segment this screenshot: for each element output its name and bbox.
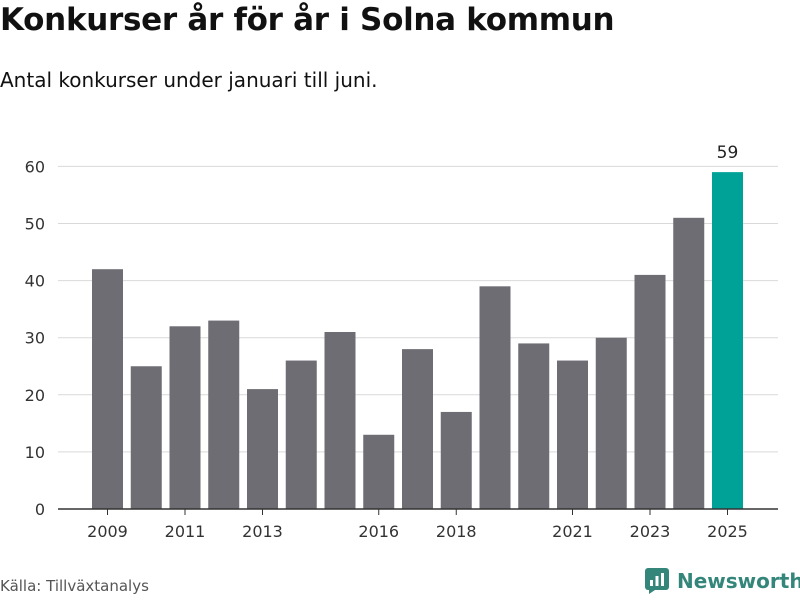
- bar-2010: [130, 366, 162, 509]
- x-tick-label: 2011: [165, 522, 206, 541]
- bar-2018: [440, 411, 472, 509]
- bar-2011: [169, 326, 201, 509]
- brand-name: Newsworthy: [677, 569, 800, 593]
- y-tick-label: 30: [25, 329, 45, 348]
- chart-subtitle: Antal konkurser under januari till juni.: [0, 68, 378, 92]
- bar-2012: [208, 320, 240, 509]
- x-tick-label: 2021: [552, 522, 593, 541]
- bar-2015: [324, 332, 356, 509]
- y-tick-label: 10: [25, 443, 45, 462]
- bar-2024: [673, 217, 705, 509]
- chart-title: Konkurser år för år i Solna kommun: [0, 2, 615, 38]
- bar-2022: [595, 337, 627, 509]
- bar-2009: [92, 269, 123, 509]
- brand-logo: Newsworthy: [645, 568, 800, 594]
- y-tick-label: 40: [25, 272, 45, 291]
- bar-2025: [712, 172, 743, 509]
- x-tick-label: 2025: [707, 522, 748, 541]
- y-tick-label: 20: [25, 386, 45, 405]
- y-tick-label: 50: [25, 215, 45, 234]
- x-tick-label: 2009: [87, 522, 128, 541]
- x-tick-label: 2018: [436, 522, 477, 541]
- bar-2017: [402, 349, 433, 509]
- x-tick-label: 2013: [242, 522, 283, 541]
- bar-2019: [479, 286, 511, 509]
- y-tick-label: 60: [25, 157, 45, 176]
- bar-2014: [285, 360, 317, 509]
- bar-2016: [363, 434, 395, 509]
- x-tick-label: 2023: [630, 522, 671, 541]
- bar-2020: [518, 343, 550, 509]
- bar-chart-logo-icon: [645, 568, 669, 594]
- y-tick-label: 0: [35, 500, 45, 519]
- source-note: Källa: Tillväxtanalys: [0, 577, 149, 595]
- bar-2021: [557, 360, 588, 509]
- bar-2013: [247, 389, 278, 509]
- data-label-2025: 59: [717, 143, 739, 163]
- x-tick-label: 2016: [358, 522, 399, 541]
- bar-2023: [634, 274, 666, 509]
